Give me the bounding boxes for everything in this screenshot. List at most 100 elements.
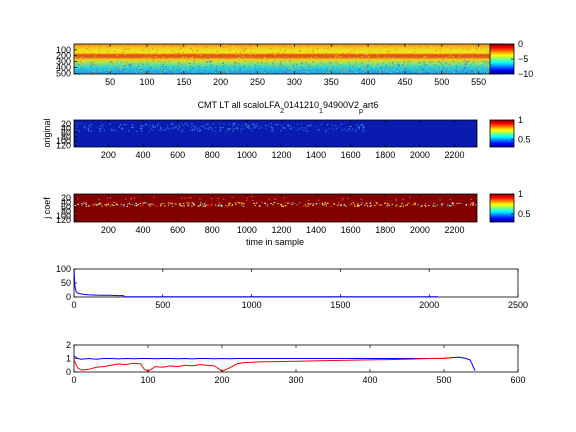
texture-pixel <box>370 69 373 71</box>
texture-pixel <box>382 62 384 64</box>
texture-pixel <box>391 203 393 205</box>
texture-pixel <box>247 125 249 126</box>
texture-pixel <box>198 205 200 207</box>
texture-pixel <box>174 72 176 74</box>
texture-pixel <box>206 128 208 130</box>
texture-pixel <box>485 63 487 65</box>
texture-pixel <box>276 53 278 55</box>
texture-pixel <box>241 55 243 57</box>
texture-pixel <box>424 63 426 65</box>
texture-pixel <box>373 71 375 73</box>
texture-pixel <box>437 51 440 53</box>
texture-pixel <box>282 127 284 129</box>
texture-pixel <box>346 52 349 54</box>
texture-pixel <box>433 51 435 52</box>
texture-pixel <box>91 54 93 56</box>
texture-pixel <box>393 52 395 54</box>
texture-pixel <box>409 203 411 205</box>
texture-pixel <box>97 204 99 206</box>
texture-pixel <box>111 64 113 66</box>
texture-pixel <box>478 50 480 52</box>
texture-pixel <box>380 204 382 206</box>
texture-pixel <box>227 206 229 207</box>
texture-pixel <box>203 64 205 66</box>
texture-pixel <box>212 123 214 125</box>
texture-pixel <box>116 55 118 56</box>
texture-pixel <box>88 128 90 130</box>
texture-pixel <box>283 197 285 199</box>
texture-pixel <box>367 50 369 52</box>
texture-pixel <box>305 44 307 46</box>
texture-pixel <box>317 72 319 74</box>
texture-pixel <box>326 71 328 73</box>
texture-pixel <box>248 71 250 73</box>
texture-pixel <box>118 72 120 74</box>
texture-pixel <box>482 61 484 62</box>
texture-pixel <box>245 123 247 125</box>
texture-pixel <box>154 126 156 128</box>
texture-pixel <box>240 130 242 132</box>
texture-pixel <box>391 60 393 62</box>
texture-pixel <box>167 124 169 126</box>
texture-pixel <box>105 68 107 70</box>
texture-pixel <box>94 203 96 205</box>
texture-pixel <box>79 65 81 67</box>
texture-pixel <box>281 64 283 66</box>
texture-pixel <box>465 62 467 64</box>
texture-pixel <box>222 127 224 129</box>
texture-pixel <box>171 124 173 126</box>
texture-pixel <box>85 202 87 204</box>
texture-pixel <box>202 125 204 127</box>
y-tick-label: 120 <box>56 140 71 150</box>
texture-pixel <box>259 61 261 63</box>
texture-pixel <box>462 70 464 72</box>
texture-pixel <box>295 55 297 57</box>
texture-pixel <box>374 70 376 72</box>
texture-pixel <box>86 68 88 70</box>
texture-pixel <box>396 204 398 206</box>
texture-pixel <box>449 62 451 64</box>
texture-pixel <box>469 63 471 65</box>
texture-pixel <box>76 124 78 125</box>
texture-pixel <box>374 204 376 206</box>
texture-pixel <box>182 72 184 74</box>
texture-pixel <box>280 205 283 207</box>
x-tick-label: 1600 <box>341 150 361 160</box>
texture-pixel <box>100 71 102 73</box>
texture-pixel <box>345 205 348 207</box>
texture-pixel <box>251 47 253 49</box>
texture-pixel <box>372 73 375 74</box>
texture-pixel <box>317 48 319 49</box>
texture-pixel <box>435 50 437 52</box>
texture-pixel <box>392 69 394 71</box>
texture-pixel <box>226 65 228 67</box>
texture-pixel <box>99 128 101 130</box>
texture-pixel <box>109 197 112 199</box>
texture-pixel <box>316 65 318 67</box>
texture-pixel <box>487 44 489 46</box>
x-tick-label: 600 <box>170 150 185 160</box>
texture-pixel <box>355 53 357 55</box>
texture-pixel <box>141 73 143 75</box>
texture-pixel <box>93 204 95 206</box>
texture-pixel <box>74 65 76 67</box>
texture-pixel <box>150 128 152 130</box>
texture-pixel <box>357 203 359 205</box>
texture-pixel <box>320 123 322 125</box>
texture-pixel <box>172 70 174 72</box>
texture-pixel <box>301 56 303 58</box>
texture-pixel <box>361 123 363 125</box>
texture-pixel <box>279 61 281 62</box>
texture-pixel <box>453 44 455 46</box>
texture-pixel <box>306 51 309 53</box>
texture-pixel <box>408 47 410 48</box>
texture-pixel <box>415 47 417 49</box>
texture-pixel <box>176 72 178 74</box>
texture-pixel <box>236 58 238 60</box>
texture-pixel <box>450 47 452 49</box>
texture-pixel <box>152 129 154 131</box>
texture-pixel <box>326 63 328 65</box>
texture-pixel <box>233 72 235 74</box>
texture-pixel <box>362 127 364 129</box>
texture-pixel <box>77 58 79 59</box>
